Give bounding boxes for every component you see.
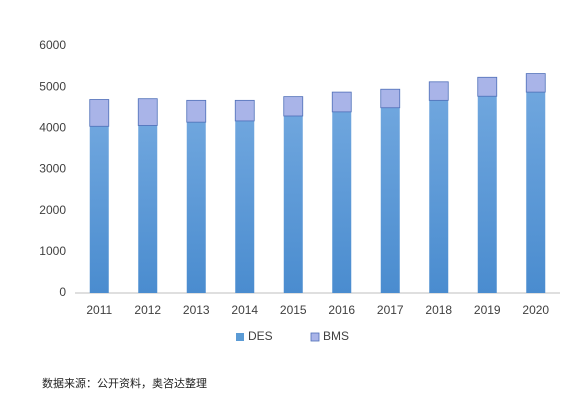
bar-segment: [89, 126, 109, 294]
source-note: 数据来源：公开资料，奥咨达整理: [42, 376, 207, 390]
bar-segment: [526, 92, 546, 294]
y-tick-label: 1000: [39, 244, 66, 258]
y-tick-label: 5000: [39, 79, 66, 93]
x-tick-label: 2017: [377, 303, 404, 317]
bar-segment: [89, 99, 110, 127]
bar-segment: [137, 98, 158, 126]
bar-segment: [234, 99, 255, 122]
bar-segment: [138, 125, 158, 294]
x-tick-label: 2014: [231, 303, 258, 317]
bar-segment: [380, 107, 400, 293]
bar-segment: [283, 96, 304, 117]
legend-swatch: [310, 332, 320, 342]
y-tick-label: 2000: [39, 203, 66, 217]
bar-segment: [283, 115, 303, 293]
bar-segment: [428, 81, 449, 101]
legend-swatch: [236, 333, 244, 341]
x-tick-label: 2018: [425, 303, 452, 317]
bar-segment: [332, 111, 352, 293]
y-tick-label: 4000: [39, 121, 66, 135]
bar-segment: [186, 122, 206, 294]
bar-segment: [477, 96, 497, 294]
legend-label: DES: [248, 329, 273, 343]
bar-segment: [477, 76, 498, 97]
y-tick-label: 0: [59, 285, 66, 299]
bar-segment: [235, 120, 255, 293]
x-tick-label: 2011: [86, 303, 112, 317]
bar-segment: [525, 73, 546, 93]
bar-segment: [429, 100, 449, 293]
x-tick-label: 2019: [474, 303, 501, 317]
legend-label: BMS: [323, 329, 349, 343]
x-tick-label: 2013: [183, 303, 210, 317]
y-tick-label: 6000: [39, 38, 66, 52]
x-tick-label: 2012: [134, 303, 161, 317]
bar-segment: [331, 91, 352, 113]
bar-segment: [380, 88, 401, 109]
x-tick-label: 2015: [280, 303, 307, 317]
x-tick-label: 2016: [328, 303, 355, 317]
x-tick-label: 2020: [522, 303, 549, 317]
y-tick-label: 3000: [39, 162, 66, 176]
bar-segment: [186, 99, 207, 123]
